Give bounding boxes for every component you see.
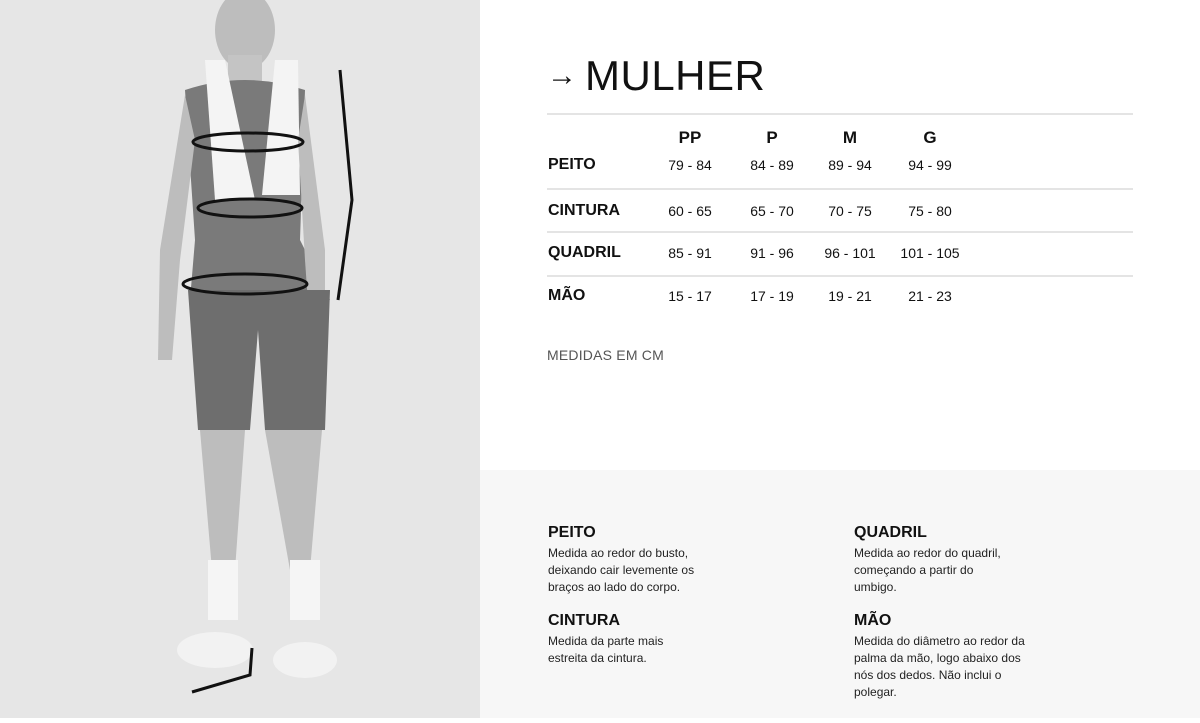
table-cell: 91 - 96 [750, 245, 794, 261]
divider [547, 275, 1133, 277]
table-cell: 94 - 99 [908, 157, 952, 173]
desc-mao: MÃO Medida do diâmetro ao redor da palma … [854, 612, 1094, 701]
divider [547, 113, 1133, 115]
row-label: CINTURA [548, 202, 620, 219]
row-label: PEITO [548, 156, 596, 173]
size-header: PP [678, 128, 702, 147]
divider [547, 188, 1133, 190]
desc-title: MÃO [854, 612, 892, 629]
desc-cintura: CINTURA Medida da parte mais estreita da … [548, 612, 788, 667]
size-header: P [766, 128, 778, 147]
page-title: MULHER [585, 52, 766, 99]
desc-quadril: QUADRIL Medida ao redor do quadril, começ… [854, 524, 1094, 596]
table-cell: 96 - 101 [824, 245, 876, 261]
desc-text: Medida da parte mais estreita da cintura… [548, 634, 664, 665]
desc-title: PEITO [548, 524, 596, 541]
table-cell: 60 - 65 [668, 203, 712, 219]
table-cell: 19 - 21 [828, 288, 872, 304]
table-cell: 85 - 91 [668, 245, 712, 261]
desc-title: CINTURA [548, 612, 620, 629]
table-cell: 70 - 75 [828, 203, 872, 219]
table-cell: 21 - 23 [908, 288, 952, 304]
desc-text: Medida do diâmetro ao redor da palma da … [854, 634, 1025, 699]
model-photo [0, 0, 480, 718]
table-cell: 89 - 94 [828, 157, 872, 173]
desc-text: Medida ao redor do quadril, começando a … [854, 546, 1001, 594]
desc-peito: PEITO Medida ao redor do busto, deixando … [548, 524, 788, 596]
divider [547, 231, 1133, 233]
measurement-guide-panel [480, 470, 1200, 718]
row-label: QUADRIL [548, 244, 621, 261]
table-cell: 84 - 89 [750, 157, 794, 173]
arrow-right-icon: → [547, 59, 577, 92]
desc-text: Medida ao redor do busto, deixando cair … [548, 546, 695, 594]
size-table-panel [480, 0, 1200, 470]
desc-title: QUADRIL [854, 524, 927, 541]
table-cell: 15 - 17 [668, 288, 712, 304]
table-cell: 75 - 80 [908, 203, 952, 219]
units-note: MEDIDAS EM CM [547, 347, 664, 363]
table-cell: 79 - 84 [668, 157, 712, 173]
size-header: M [842, 128, 858, 147]
size-header: G [923, 128, 937, 147]
row-label: MÃO [548, 287, 586, 304]
table-cell: 17 - 19 [750, 288, 794, 304]
table-cell: 65 - 70 [750, 203, 794, 219]
section-title: → MULHER [547, 52, 765, 100]
table-cell: 101 - 105 [900, 245, 960, 261]
